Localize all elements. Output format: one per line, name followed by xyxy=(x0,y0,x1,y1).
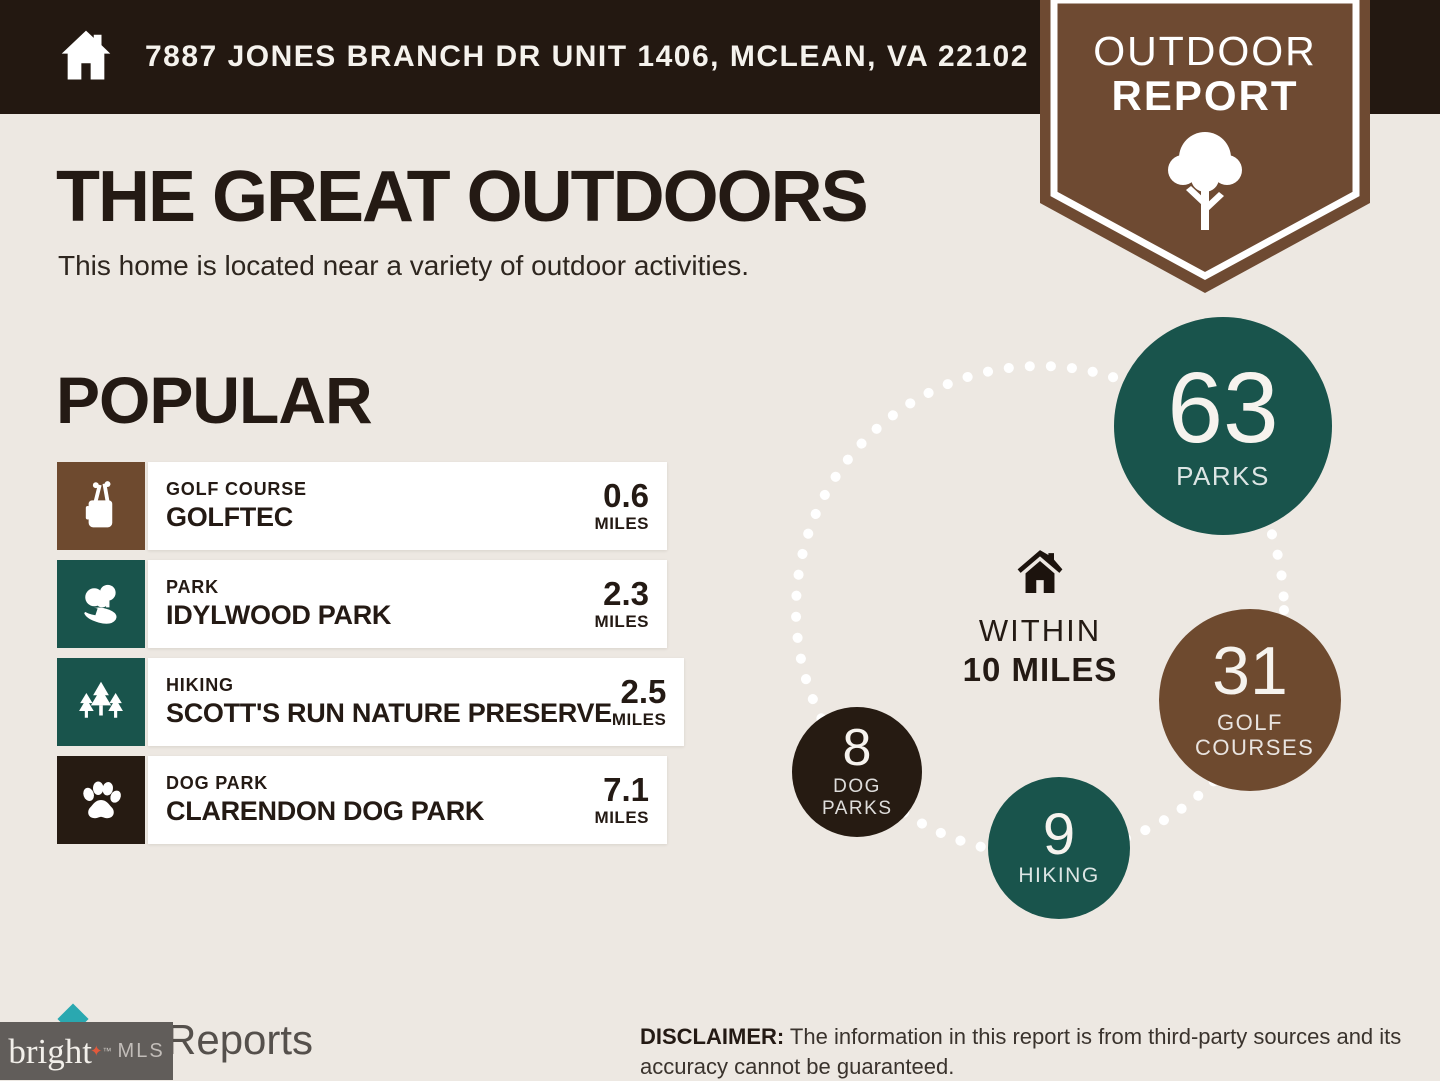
golf-courses-count: 31 xyxy=(1212,633,1288,710)
item-name: SCOTT'S RUN NATURE PRESERVE xyxy=(166,698,612,728)
disclaimer: DISCLAIMER: The information in this repo… xyxy=(640,1022,1420,1081)
item-distance-unit: MILES xyxy=(594,513,649,533)
sparkle-icon: ✦ xyxy=(89,1043,103,1060)
bright-logo-text: bright xyxy=(8,1031,92,1071)
within-label: WITHIN xyxy=(978,613,1102,648)
item-name: GOLFTEC xyxy=(166,502,293,532)
radius-label: 10 MILES xyxy=(962,651,1118,688)
list-card: GOLF COURSE GOLFTEC 0.6 MILES xyxy=(148,462,667,550)
item-distance: 2.3 xyxy=(603,574,649,612)
pine-trees-icon xyxy=(57,658,145,746)
item-category: GOLF COURSE xyxy=(166,479,307,499)
tree-icon xyxy=(1168,132,1242,230)
list-card: HIKING SCOTT'S RUN NATURE PRESERVE 2.5 M… xyxy=(148,658,685,746)
item-distance: 7.1 xyxy=(603,770,649,808)
ring-center: WITHIN 10 MILES xyxy=(920,544,1160,689)
property-address: 7887 JONES BRANCH DR UNIT 1406, MCLEAN, … xyxy=(145,40,1029,73)
golf-courses-count-bubble: 31 GOLF COURSES xyxy=(1159,609,1341,791)
hiking-count-bubble: 9 HIKING xyxy=(988,777,1130,919)
parks-count-bubble: 63 PARKS xyxy=(1114,317,1332,535)
item-category: PARK xyxy=(166,577,219,597)
item-distance: 2.5 xyxy=(620,672,667,710)
list-item: GOLF COURSE GOLFTEC 0.6 MILES xyxy=(57,462,667,550)
item-distance-unit: MILES xyxy=(611,709,667,729)
dog-parks-count-bubble: 8 DOG PARKS xyxy=(792,707,922,837)
page-title: THE GREAT OUTDOORS xyxy=(56,157,869,237)
parks-count: 63 xyxy=(1167,351,1279,464)
dog-parks-label: DOG PARKS xyxy=(822,775,893,819)
ribbon-title-line1: OUTDOOR xyxy=(1093,28,1317,74)
item-distance-unit: MILES xyxy=(594,611,649,631)
list-card: PARK IDYLWOOD PARK 2.3 MILES xyxy=(148,560,667,648)
hiking-count: 9 xyxy=(1042,802,1076,868)
mls-logo-text: MLS xyxy=(117,1039,165,1062)
item-distance: 0.6 xyxy=(603,476,649,514)
golf-bag-icon xyxy=(57,462,145,550)
golf-courses-label: GOLF COURSES xyxy=(1195,710,1315,761)
item-name: IDYLWOOD PARK xyxy=(166,600,392,630)
item-category: HIKING xyxy=(166,675,234,695)
park-trees-icon xyxy=(57,560,145,648)
item-distance-unit: MILES xyxy=(594,807,649,827)
paw-icon xyxy=(57,756,145,844)
parks-label: PARKS xyxy=(1176,460,1270,491)
list-card: DOG PARK CLARENDON DOG PARK 7.1 MILES xyxy=(148,756,667,844)
page-subtitle: This home is located near a variety of o… xyxy=(58,250,750,281)
ribbon-title-line2: REPORT xyxy=(1111,72,1298,119)
dog-parks-count: 8 xyxy=(842,719,872,778)
home-icon xyxy=(61,30,111,80)
bright-mls-logo: bright ✦ ™ MLS xyxy=(0,1022,173,1080)
popular-heading: POPULAR xyxy=(56,363,373,437)
trademark-symbol: ™ xyxy=(102,1046,112,1056)
disclaimer-label: DISCLAIMER: xyxy=(640,1024,785,1049)
disclaimer-text: The information in this report is from t… xyxy=(640,1024,1402,1079)
list-item: PARK IDYLWOOD PARK 2.3 MILES xyxy=(57,560,667,648)
list-item: HIKING SCOTT'S RUN NATURE PRESERVE 2.5 M… xyxy=(57,658,685,746)
item-name: CLARENDON DOG PARK xyxy=(166,796,485,826)
popular-list: GOLF COURSE GOLFTEC 0.6 MILES xyxy=(57,462,685,854)
hiking-label: HIKING xyxy=(1018,864,1100,888)
house-icon xyxy=(1017,550,1063,593)
report-ribbon: OUTDOOR REPORT xyxy=(1040,0,1370,300)
reports-partial-logo: Reports xyxy=(166,1016,314,1063)
item-category: DOG PARK xyxy=(166,773,269,793)
list-item: DOG PARK CLARENDON DOG PARK 7.1 MILES xyxy=(57,756,667,844)
